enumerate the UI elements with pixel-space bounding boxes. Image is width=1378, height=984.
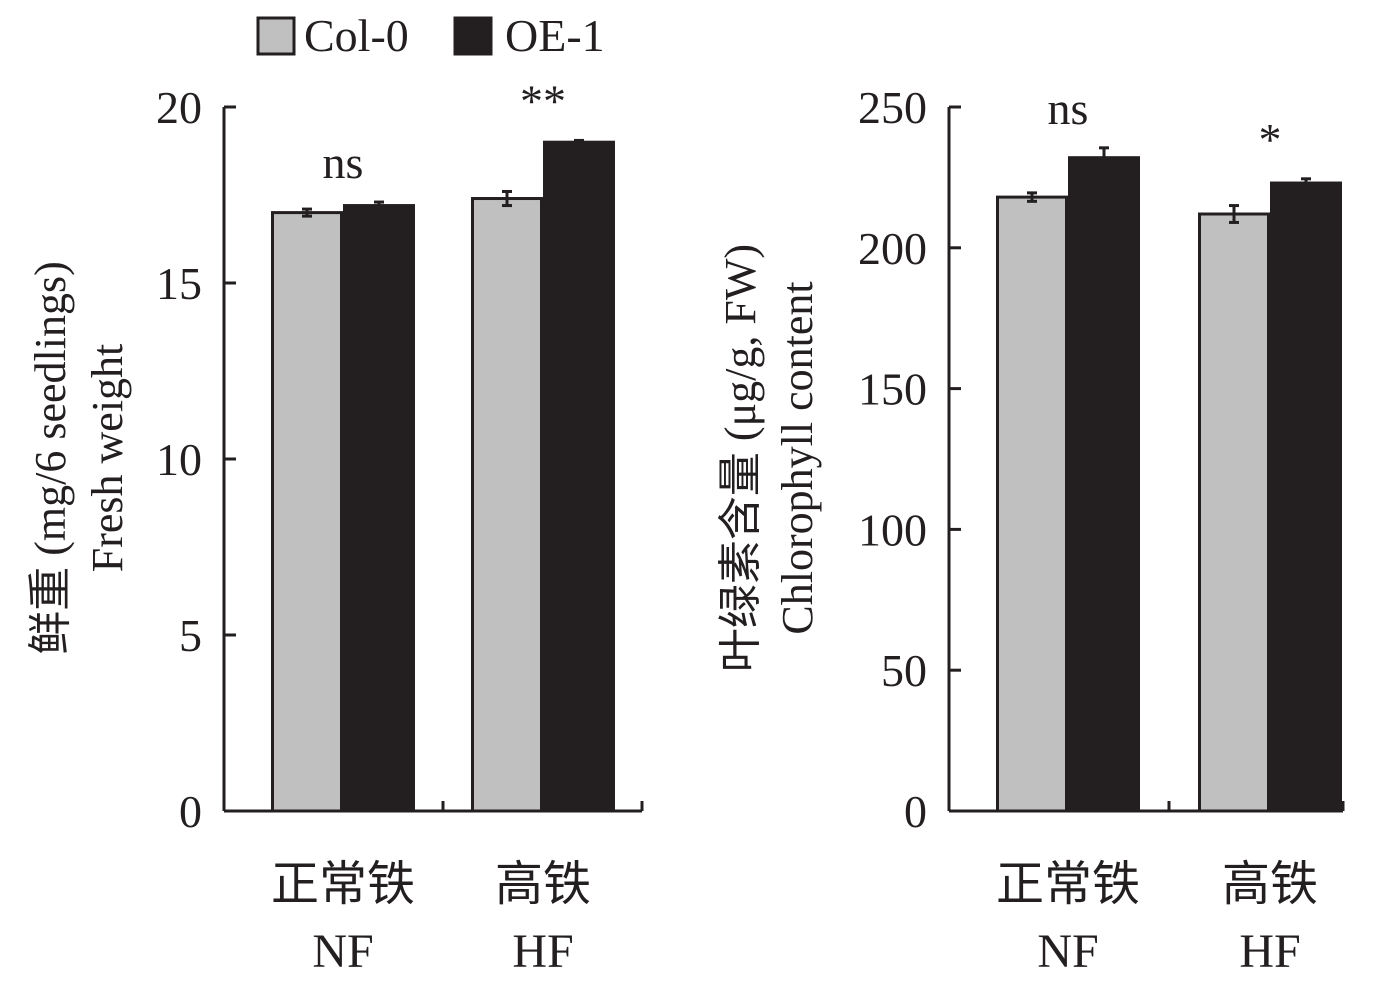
legend-swatch-oe1	[453, 16, 493, 56]
bar	[1198, 212, 1270, 813]
y-tick-label: 200	[858, 223, 927, 274]
bar	[471, 197, 543, 813]
x-category-label-cn: 高铁	[495, 858, 591, 911]
y-tick-label: 250	[858, 82, 927, 133]
legend: Col-0 OE-1	[256, 10, 605, 61]
y-tick-label: 15	[156, 258, 202, 309]
x-category-label-en: NF	[312, 925, 373, 978]
ylabel-chlorophyll-en: Chlorophyll content	[773, 281, 822, 634]
y-tick-label: 0	[904, 786, 927, 837]
y-tick-label: 150	[858, 364, 927, 415]
ylabel-fresh-weight-en: Fresh weight	[83, 344, 132, 573]
bar	[996, 195, 1068, 813]
significance-label: **	[520, 75, 566, 126]
y-tick-label: 100	[858, 504, 927, 555]
y-tick-label: 20	[156, 82, 202, 133]
x-category-label-en: HF	[512, 925, 573, 978]
y-tick-label: 10	[156, 434, 202, 485]
ylabel-chlorophyll-cn: 叶绿素含量 (μg/g, FW)	[716, 244, 765, 672]
significance-label: ns	[1048, 83, 1089, 134]
y-tick-label: 0	[179, 786, 202, 837]
x-category-label-cn: 高铁	[1222, 858, 1318, 911]
bar	[1270, 181, 1342, 813]
bar	[271, 211, 343, 813]
x-category-label-en: NF	[1037, 925, 1098, 978]
y-tick-label: 5	[179, 610, 202, 661]
y-tick-label: 50	[881, 645, 927, 696]
legend-swatch-col0	[256, 16, 296, 56]
bar	[343, 204, 415, 813]
legend-label-oe1: OE-1	[505, 10, 605, 61]
bar	[543, 140, 615, 813]
legend-label-col0: Col-0	[304, 10, 409, 61]
bar	[1068, 156, 1140, 813]
x-category-label-en: HF	[1239, 925, 1300, 978]
ylabel-fresh-weight-cn: 鲜重 (mg/6 seedlings)	[26, 261, 75, 655]
x-category-label-cn: 正常铁	[271, 858, 415, 911]
chart-fresh-weight: 鲜重 (mg/6 seedlings) Fresh weight 0 5 10 15 2…	[26, 75, 644, 978]
chart-chlorophyll: 叶绿素含量 (μg/g, FW) Chlorophyll content 0 50…	[716, 82, 1345, 978]
significance-label: *	[1259, 114, 1282, 165]
significance-label: ns	[323, 137, 364, 188]
x-category-label-cn: 正常铁	[996, 858, 1140, 911]
